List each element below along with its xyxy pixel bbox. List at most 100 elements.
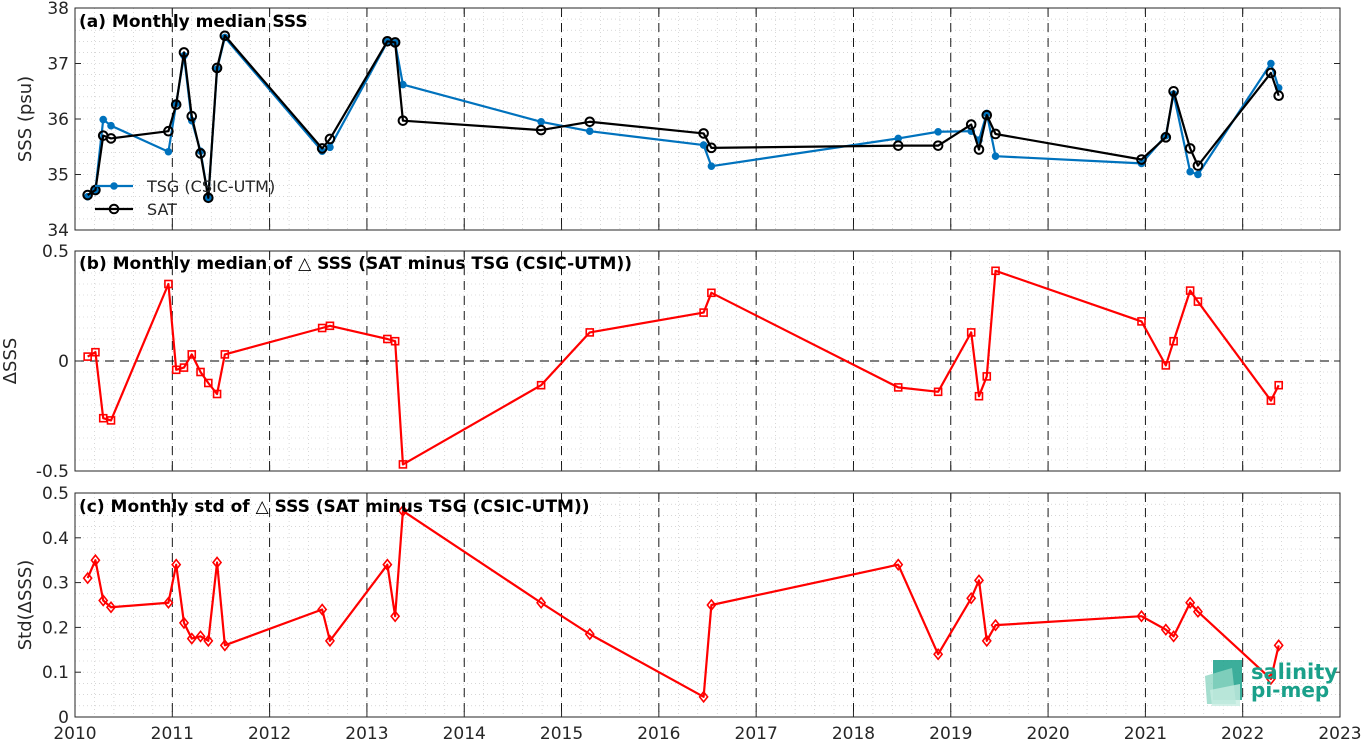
panel-a-ylabel: SSS (psu) bbox=[15, 76, 36, 162]
x-tick-label: 2020 bbox=[1026, 724, 1069, 744]
panel-b-monthly-median-delta-sss: -0.5 0 0.5 (b) Monthly median of △ SSS (SA… bbox=[0, 242, 1341, 482]
y-tick-label: 0.5 bbox=[42, 242, 69, 262]
data-point-panel-b-0 bbox=[83, 352, 92, 361]
data-point-panel-c-0 bbox=[1160, 623, 1171, 636]
data-point-panel-a-1 bbox=[389, 37, 401, 48]
y-tick-label: 34 bbox=[47, 221, 69, 241]
data-point-panel-a-1 bbox=[203, 192, 214, 204]
panel-a-monthly-median-sss: 34 35 36 37 38 (a) Monthly median SSS SSS (p… bbox=[15, 0, 1341, 241]
data-point-panel-a-1 bbox=[195, 148, 206, 159]
x-tick-label: 2010 bbox=[53, 724, 96, 744]
panel-a-title: (a) Monthly median SSS bbox=[79, 12, 308, 32]
data-point-panel-b-0 bbox=[699, 308, 708, 317]
data-point-panel-a-0 bbox=[1186, 167, 1194, 176]
series-line-panel-c-0 bbox=[86, 509, 1280, 698]
data-point-panel-c-0 bbox=[584, 627, 595, 641]
data-point-panel-a-1 bbox=[990, 128, 1001, 140]
panel-c-monthly-std-delta-sss: 0 0.1 0.2 0.3 0.4 0.5 2010 2011 2012 2013 2014 2015… bbox=[15, 484, 1362, 744]
x-tick-label: 2023 bbox=[1318, 724, 1361, 744]
x-tick-label: 2022 bbox=[1221, 724, 1264, 744]
data-point-panel-a-1 bbox=[178, 47, 190, 58]
panel-b-title: (b) Monthly median of △ SSS (SAT minus T… bbox=[79, 254, 632, 274]
data-point-panel-c-0 bbox=[98, 594, 109, 607]
data-point-panel-b-0 bbox=[966, 328, 976, 337]
data-point-panel-c-0 bbox=[973, 574, 985, 587]
data-point-panel-b-0 bbox=[1266, 396, 1276, 405]
data-point-panel-c-0 bbox=[171, 558, 182, 571]
series-line-panel-a-0 bbox=[86, 36, 1280, 199]
data-point-panel-b-0 bbox=[179, 363, 189, 372]
data-point-panel-c-0 bbox=[382, 558, 393, 571]
data-point-panel-b-0 bbox=[982, 372, 992, 381]
y-tick-label: 36 bbox=[47, 110, 69, 130]
data-point-panel-c-0 bbox=[1265, 672, 1276, 686]
data-point-panel-a-1 bbox=[1136, 154, 1147, 165]
data-point-panel-a-0 bbox=[707, 162, 716, 170]
data-point-panel-b-0 bbox=[325, 321, 335, 331]
data-point-panel-c-0 bbox=[195, 630, 206, 643]
x-tick-label: 2017 bbox=[735, 724, 778, 744]
data-point-panel-a-1 bbox=[932, 140, 944, 151]
data-point-panel-b-0 bbox=[187, 350, 197, 359]
data-point-panel-b-0 bbox=[220, 350, 230, 359]
data-point-panel-c-0 bbox=[966, 591, 977, 605]
data-point-panel-c-0 bbox=[1168, 630, 1179, 643]
legend-label-tsg: TSG (CSIC-UTM) bbox=[146, 177, 275, 196]
data-point-panel-b-0 bbox=[390, 336, 400, 346]
y-tick-label: 0 bbox=[58, 352, 69, 372]
data-point-panel-a-1 bbox=[584, 116, 596, 128]
data-point-panel-a-1 bbox=[535, 124, 547, 136]
data-point-panel-b-0 bbox=[398, 460, 408, 469]
x-tick-label: 2018 bbox=[832, 724, 875, 744]
data-point-panel-a-0 bbox=[585, 127, 594, 136]
data-point-panel-c-0 bbox=[105, 600, 117, 614]
logo-text-line2: pi-mep bbox=[1251, 678, 1329, 702]
data-point-panel-a-0 bbox=[99, 115, 108, 124]
data-point-panel-c-0 bbox=[90, 553, 101, 567]
data-point-panel-c-0 bbox=[317, 603, 328, 616]
x-tick-label: 2011 bbox=[151, 724, 194, 744]
data-point-panel-c-0 bbox=[698, 690, 709, 704]
y-tick-label: 0.1 bbox=[42, 663, 69, 683]
data-point-panel-a-1 bbox=[82, 189, 93, 201]
y-tick-label: 0.4 bbox=[42, 529, 69, 549]
data-point-panel-b-0 bbox=[164, 279, 173, 289]
data-point-panel-a-1 bbox=[1168, 85, 1179, 97]
data-point-panel-c-0 bbox=[203, 634, 214, 648]
data-point-panel-c-0 bbox=[186, 632, 197, 645]
data-point-panel-a-0 bbox=[699, 141, 708, 149]
x-tick-label: 2019 bbox=[929, 724, 972, 744]
data-point-panel-a-1 bbox=[1184, 143, 1196, 154]
data-point-panel-a-1 bbox=[706, 142, 717, 154]
y-tick-label: 35 bbox=[47, 166, 69, 186]
data-point-panel-a-1 bbox=[211, 62, 223, 74]
data-point-panel-a-1 bbox=[965, 119, 977, 130]
legend-label-sat: SAT bbox=[147, 200, 177, 219]
data-point-panel-c-0 bbox=[1136, 609, 1147, 623]
data-point-panel-a-1 bbox=[981, 109, 993, 121]
data-point-panel-c-0 bbox=[1192, 605, 1203, 619]
data-point-panel-a-1 bbox=[698, 128, 709, 139]
data-point-panel-c-0 bbox=[212, 556, 223, 569]
y-tick-label: 37 bbox=[47, 55, 69, 75]
data-point-panel-b-0 bbox=[204, 378, 213, 388]
salinity-pimep-logo-icon bbox=[1205, 660, 1242, 706]
salinity-pimep-logo: salinity pi-mep bbox=[1205, 660, 1338, 706]
data-point-panel-c-0 bbox=[178, 616, 190, 630]
legend-marker-0 bbox=[110, 182, 118, 190]
data-point-panel-a-1 bbox=[1160, 132, 1172, 143]
data-point-panel-b-0 bbox=[1274, 380, 1283, 390]
data-point-panel-a-1 bbox=[397, 115, 409, 126]
x-tick-label: 2015 bbox=[540, 724, 583, 744]
data-point-panel-b-0 bbox=[1137, 317, 1146, 326]
legend-marker-1 bbox=[108, 203, 120, 215]
x-tick-label: 2016 bbox=[637, 724, 680, 744]
data-point-panel-b-0 bbox=[1161, 361, 1171, 370]
data-point-panel-b-0 bbox=[991, 266, 1000, 276]
data-point-panel-a-1 bbox=[105, 133, 117, 144]
data-point-panel-b-0 bbox=[974, 391, 984, 401]
data-point-panel-a-0 bbox=[1267, 59, 1275, 68]
data-point-panel-a-1 bbox=[219, 30, 231, 42]
y-tick-label: 0.3 bbox=[42, 574, 69, 594]
data-point-panel-a-1 bbox=[316, 143, 328, 154]
